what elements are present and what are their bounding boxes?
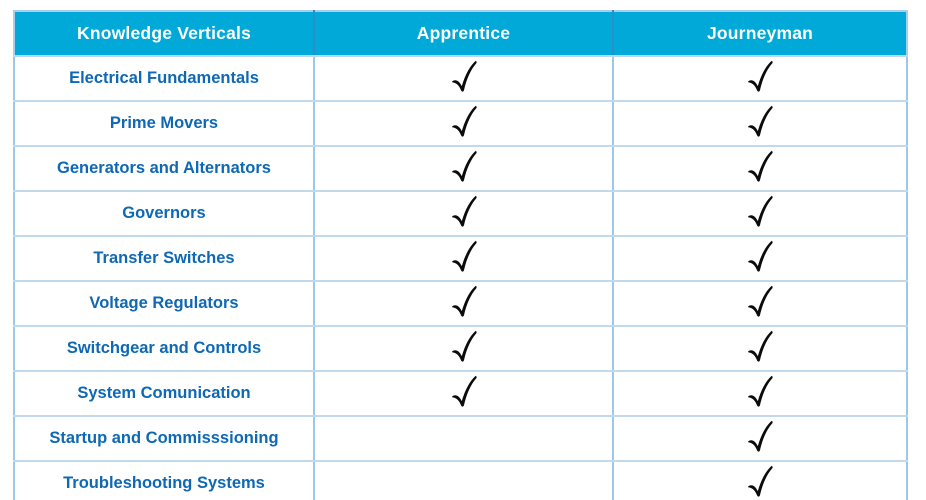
check-icon: [746, 239, 774, 274]
check-icon: [746, 59, 774, 94]
table-row: Prime Movers: [13, 100, 908, 147]
journeyman-cell: [612, 100, 908, 147]
check-icon: [746, 104, 774, 139]
apprentice-cell: [313, 235, 614, 282]
column-header-journeyman: Journeyman: [612, 11, 908, 57]
row-label: Electrical Fundamentals: [13, 55, 315, 102]
journeyman-cell: [612, 325, 908, 372]
table-row: Electrical Fundamentals: [13, 55, 908, 102]
apprentice-cell: [313, 100, 614, 147]
check-icon: [746, 284, 774, 319]
row-label: Startup and Commisssioning: [13, 415, 315, 462]
row-label: System Comunication: [13, 370, 315, 417]
table-row: Startup and Commisssioning: [13, 415, 908, 462]
check-icon: [450, 284, 478, 319]
check-icon: [450, 104, 478, 139]
row-label: Governors: [13, 190, 315, 237]
table-body: Electrical Fundamentals Prime Movers: [13, 55, 908, 500]
apprentice-cell: [313, 325, 614, 372]
knowledge-verticals-table: Knowledge Verticals Apprentice Journeyma…: [13, 10, 908, 500]
journeyman-cell: [612, 415, 908, 462]
table-row: Voltage Regulators: [13, 280, 908, 327]
check-icon: [746, 374, 774, 409]
journeyman-cell: [612, 190, 908, 237]
apprentice-cell: [313, 190, 614, 237]
journeyman-cell: [612, 460, 908, 500]
table-row: Governors: [13, 190, 908, 237]
row-label: Generators and Alternators: [13, 145, 315, 192]
apprentice-cell: [313, 280, 614, 327]
check-icon: [450, 239, 478, 274]
check-icon: [450, 194, 478, 229]
apprentice-cell: [313, 55, 614, 102]
journeyman-cell: [612, 370, 908, 417]
header-row: Knowledge Verticals Apprentice Journeyma…: [13, 11, 908, 57]
table-row: Transfer Switches: [13, 235, 908, 282]
column-header-knowledge-verticals: Knowledge Verticals: [13, 11, 315, 57]
row-label: Troubleshooting Systems: [13, 460, 315, 500]
apprentice-cell: [313, 415, 614, 462]
check-icon: [746, 419, 774, 454]
check-icon: [746, 329, 774, 364]
journeyman-cell: [612, 145, 908, 192]
table-row: Generators and Alternators: [13, 145, 908, 192]
check-icon: [450, 149, 478, 184]
column-header-apprentice: Apprentice: [313, 11, 614, 57]
table-header: Knowledge Verticals Apprentice Journeyma…: [13, 11, 908, 57]
check-icon: [746, 149, 774, 184]
apprentice-cell: [313, 145, 614, 192]
apprentice-cell: [313, 370, 614, 417]
row-label: Transfer Switches: [13, 235, 315, 282]
row-label: Voltage Regulators: [13, 280, 315, 327]
apprentice-cell: [313, 460, 614, 500]
table-row: Switchgear and Controls: [13, 325, 908, 372]
journeyman-cell: [612, 55, 908, 102]
table-row: System Comunication: [13, 370, 908, 417]
table-row: Troubleshooting Systems: [13, 460, 908, 500]
check-icon: [746, 464, 774, 499]
row-label: Prime Movers: [13, 100, 315, 147]
check-icon: [450, 329, 478, 364]
check-icon: [746, 194, 774, 229]
journeyman-cell: [612, 235, 908, 282]
row-label: Switchgear and Controls: [13, 325, 315, 372]
journeyman-cell: [612, 280, 908, 327]
check-icon: [450, 59, 478, 94]
check-icon: [450, 374, 478, 409]
